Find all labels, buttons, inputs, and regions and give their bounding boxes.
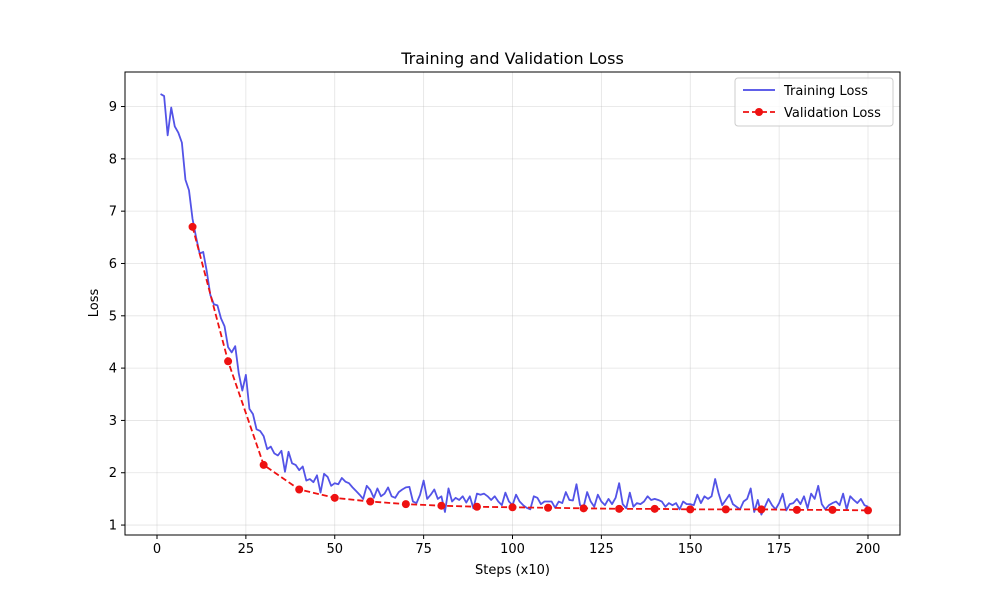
validation-loss-line: [191, 226, 869, 512]
grid: [125, 72, 900, 535]
x-axis-label: Steps (x10): [475, 563, 550, 578]
x-tick-label: 150: [678, 542, 703, 557]
chart-title: Training and Validation Loss: [400, 49, 624, 68]
validation-loss-point: [366, 497, 375, 506]
validation-loss-point: [579, 504, 588, 513]
y-tick-label: 2: [109, 466, 117, 481]
legend-validation-marker: [755, 108, 763, 116]
training-loss-line: [160, 93, 869, 516]
y-axis-label: Loss: [87, 289, 102, 318]
validation-loss-point: [259, 460, 268, 469]
validation-loss-point: [792, 505, 801, 514]
y-tick-label: 6: [109, 257, 117, 272]
validation-loss-point: [330, 493, 339, 502]
x-tick-label: 200: [856, 542, 881, 557]
validation-loss-point: [508, 503, 517, 512]
validation-loss-point: [721, 505, 730, 514]
legend: Training Loss Validation Loss: [734, 77, 894, 127]
validation-loss-point: [828, 505, 837, 514]
validation-loss-point: [686, 505, 695, 514]
y-tick-label: 5: [109, 309, 117, 324]
y-tick-label: 4: [109, 362, 117, 377]
legend-validation-label: Validation Loss: [784, 106, 881, 121]
y-tick-label: 1: [109, 519, 117, 534]
x-tick-label: 50: [326, 542, 343, 557]
validation-loss-point: [295, 485, 304, 494]
x-tick-label: 125: [589, 542, 614, 557]
x-tick-label: 175: [767, 542, 792, 557]
x-tick-label: 25: [238, 542, 255, 557]
validation-loss-point: [757, 505, 766, 514]
validation-loss-point: [650, 504, 659, 513]
x-tick-label: 75: [415, 542, 432, 557]
validation-loss-point: [544, 503, 553, 512]
x-tick-label: 100: [500, 542, 525, 557]
y-tick-label: 9: [109, 100, 117, 115]
plot-data: [160, 93, 873, 516]
validation-loss-point: [472, 502, 481, 511]
validation-loss-point: [401, 500, 410, 509]
validation-loss-point: [864, 506, 873, 515]
validation-loss-point: [615, 504, 624, 513]
x-tick-label: 0: [153, 542, 161, 557]
validation-loss-point: [188, 222, 197, 231]
validation-loss-point: [437, 501, 446, 510]
y-tick-label: 3: [109, 414, 117, 429]
legend-training-label: Training Loss: [783, 84, 868, 99]
y-tick-label: 7: [109, 205, 117, 220]
validation-loss-point: [224, 357, 233, 366]
ticks: 0 25 50 75 100 125 150 175 200 1 2 3 4 5 6 7 8 9: [109, 100, 881, 557]
y-tick-label: 8: [109, 152, 117, 167]
